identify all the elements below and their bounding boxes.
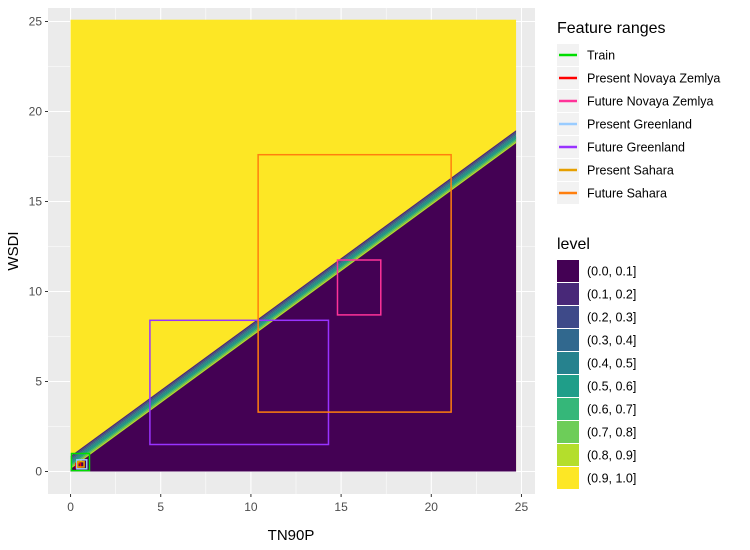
range-legend: Train Present Novaya Zemlya Future Novaya … (557, 44, 720, 204)
level-legend-swatch (557, 375, 579, 397)
x-axis-title: TN90P (268, 527, 315, 544)
y-tick-label: 10 (29, 285, 43, 299)
level-legend-swatch (557, 306, 579, 328)
level-legend-label: (0.5, 0.6] (587, 380, 636, 394)
level-legend-title: level (557, 236, 590, 253)
x-tick-label: 25 (515, 500, 529, 514)
range-legend-label: Future Novaya Zemlya (587, 95, 713, 109)
probability-field (71, 20, 517, 472)
y-axis-title: WSDI (5, 231, 22, 270)
y-tick-label: 25 (29, 15, 43, 29)
level-legend-label: (0.8, 0.9] (587, 449, 636, 463)
level-legend-label: (0.2, 0.3] (587, 311, 636, 325)
level-legend-swatch (557, 352, 579, 374)
level-legend-label: (0.4, 0.5] (587, 357, 636, 371)
level-legend-label: (0.3, 0.4] (587, 334, 636, 348)
level-legend-label: (0.7, 0.8] (587, 426, 636, 440)
level-legend-label: (0.1, 0.2] (587, 288, 636, 302)
x-tick-label: 0 (67, 500, 74, 514)
x-axis-ticks: 0 5 10 15 20 25 (67, 494, 528, 514)
level-legend-swatch (557, 444, 579, 466)
level-legend-label: (0.9, 1.0] (587, 472, 636, 486)
x-tick-label: 10 (244, 500, 258, 514)
level-legend-swatch (557, 329, 579, 351)
y-axis-ticks: 0 5 10 15 20 25 (29, 15, 48, 479)
y-tick-label: 20 (29, 105, 43, 119)
x-tick-label: 20 (425, 500, 439, 514)
level-legend-swatch (557, 421, 579, 443)
range-legend-label: Present Greenland (587, 118, 692, 132)
level-legend-swatch (557, 283, 579, 305)
range-legend-label: Present Novaya Zemlya (587, 72, 720, 86)
x-tick-label: 5 (157, 500, 164, 514)
range-legend-label: Future Sahara (587, 187, 667, 201)
x-tick-label: 15 (334, 500, 348, 514)
range-legend-title: Feature ranges (557, 20, 666, 37)
level-legend: (0.0, 0.1] (0.1, 0.2] (0.2, 0.3] (0.3, 0.4]… (557, 260, 636, 489)
level-legend-swatch (557, 260, 579, 282)
range-legend-label: Train (587, 49, 615, 63)
level-legend-label: (0.6, 0.7] (587, 403, 636, 417)
y-tick-label: 0 (35, 465, 42, 479)
y-tick-label: 15 (29, 195, 43, 209)
range-legend-label: Present Sahara (587, 164, 674, 178)
level-legend-swatch (557, 398, 579, 420)
y-tick-label: 5 (35, 375, 42, 389)
range-legend-label: Future Greenland (587, 141, 685, 155)
level-legend-label: (0.0, 0.1] (587, 265, 636, 279)
level-legend-swatch (557, 467, 579, 489)
